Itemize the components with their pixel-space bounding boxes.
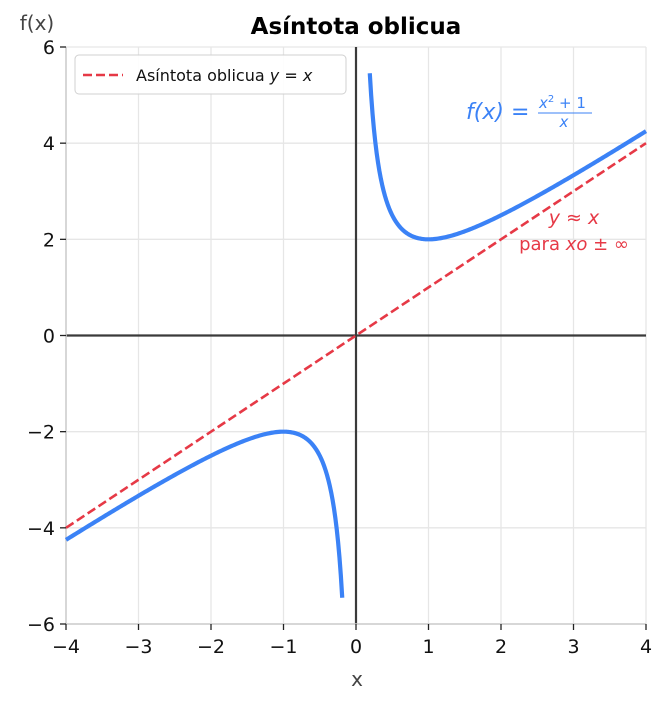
- asymptote-annotation-line1: y ≈ x: [548, 207, 600, 229]
- x-tick-label: −2: [197, 636, 225, 658]
- x-axis-label: x: [351, 667, 363, 691]
- x-tick-label: −1: [269, 636, 297, 658]
- y-tick-label: 4: [43, 133, 55, 155]
- y-tick-label: 0: [43, 326, 55, 348]
- legend-label: Asíntota oblicua y = x: [136, 66, 313, 85]
- chart-title: Asíntota oblicua: [251, 14, 462, 40]
- function-annotation: f(x) =: [466, 100, 529, 125]
- zero-axes: [66, 47, 646, 624]
- y-tick-label: 6: [43, 37, 55, 59]
- x-tick-label: 2: [495, 636, 507, 658]
- x-tick-label: 4: [640, 636, 652, 658]
- y-tick-label: 2: [43, 229, 55, 251]
- y-tick-label: −4: [27, 518, 55, 540]
- function-curve: [367, 73, 648, 242]
- y-axis-label: f(x): [20, 11, 54, 35]
- x-tick-label: 3: [567, 636, 579, 658]
- legend: Asíntota oblicua y = x: [74, 54, 347, 95]
- x-tick-label: −4: [52, 636, 80, 658]
- function-curve: [64, 429, 345, 598]
- series-lines: [64, 73, 648, 598]
- x-tick-label: −3: [124, 636, 152, 658]
- function-denominator: x: [559, 113, 569, 131]
- x-tick-label: 0: [350, 636, 362, 658]
- y-tick-label: −6: [27, 614, 55, 636]
- asymptote-line: [65, 142, 647, 529]
- x-tick-label: 1: [422, 636, 434, 658]
- function-numerator: x2 + 1: [538, 94, 586, 112]
- asymptote-annotation-line2: para xo ± ∞: [519, 234, 629, 255]
- legend-box: [74, 54, 347, 95]
- y-tick-label: −2: [27, 422, 55, 444]
